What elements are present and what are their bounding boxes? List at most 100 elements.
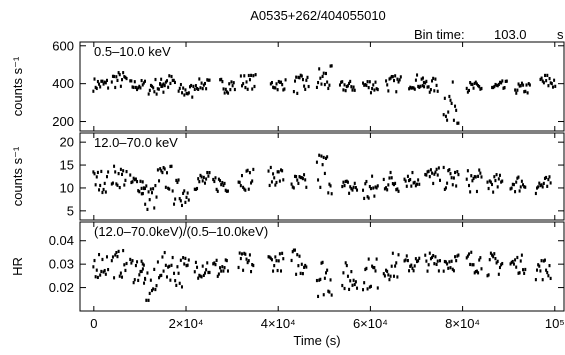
x-tick-label: 10⁵ [545, 316, 565, 331]
data-point [237, 265, 240, 270]
data-point [541, 185, 544, 189]
data-point [376, 184, 379, 188]
data-point [203, 81, 206, 86]
data-point [480, 86, 483, 91]
data-point [436, 259, 439, 263]
data-point [291, 250, 294, 254]
data-point [542, 181, 545, 186]
data-point [325, 156, 328, 160]
data-point [500, 263, 503, 267]
data-point [268, 255, 271, 259]
data-point [527, 82, 530, 86]
data-point [160, 77, 163, 81]
data-point [129, 173, 132, 177]
data-point [495, 261, 498, 265]
data-point [424, 172, 427, 177]
data-point [305, 78, 308, 82]
data-point [153, 206, 156, 210]
data-point [243, 187, 246, 191]
data-point [395, 90, 398, 94]
data-point [205, 268, 208, 272]
data-point [321, 74, 324, 79]
data-point [382, 272, 385, 276]
data-point [159, 167, 162, 171]
data-point [185, 195, 188, 199]
data-point [413, 180, 416, 184]
data-point [159, 82, 162, 86]
data-point [501, 79, 504, 83]
data-point [435, 262, 438, 267]
data-point [237, 180, 240, 184]
data-point [223, 181, 226, 186]
data-point [269, 256, 272, 260]
data-point [405, 254, 408, 258]
data-point [138, 273, 141, 277]
data-point [155, 284, 158, 288]
data-point [344, 179, 347, 184]
data-point [117, 249, 120, 254]
data-point [296, 253, 299, 257]
data-point [246, 168, 249, 172]
data-group [424, 251, 442, 273]
data-point [456, 121, 459, 125]
bin-time-unit: s [557, 27, 564, 42]
data-group [177, 82, 195, 99]
data-point [493, 252, 496, 256]
data-point [276, 268, 279, 273]
data-point [167, 186, 170, 190]
data-point [180, 203, 183, 208]
data-point [141, 191, 144, 196]
data-point [432, 254, 435, 258]
data-point [147, 190, 150, 194]
data-point [362, 288, 365, 292]
data-point [320, 82, 323, 86]
data-point [429, 168, 432, 172]
data-point [297, 181, 300, 185]
data-point [291, 185, 294, 189]
bin-time-value: 103.0 [494, 27, 527, 42]
data-point [472, 86, 475, 90]
data-point [524, 267, 527, 272]
data-point [206, 261, 209, 265]
data-point [244, 252, 247, 256]
data-point [125, 76, 128, 81]
data-point [139, 86, 142, 90]
data-point [178, 281, 181, 285]
data-point [156, 168, 159, 172]
data-point [371, 174, 374, 178]
y-axis-label: HR [10, 257, 25, 276]
data-point [164, 80, 167, 84]
data-point [375, 87, 378, 91]
data-point [432, 181, 435, 186]
data-point [115, 75, 118, 79]
data-point [170, 74, 173, 79]
data-point [161, 170, 164, 175]
data-point [202, 175, 205, 180]
data-point [319, 76, 322, 80]
data-point [346, 180, 349, 184]
data-point [146, 271, 149, 275]
data-point [457, 172, 460, 177]
data-point [104, 81, 107, 85]
data-point [526, 91, 529, 95]
data-point [393, 78, 396, 83]
data-point [165, 171, 168, 175]
data-point [338, 83, 341, 87]
data-point [173, 80, 176, 85]
data-point [174, 197, 177, 201]
data-group [341, 179, 359, 195]
data-group [315, 153, 333, 196]
data-point [129, 79, 132, 83]
data-point [292, 89, 295, 94]
data-point [197, 276, 200, 280]
data-point [511, 182, 514, 186]
data-point [390, 176, 393, 180]
data-point [388, 278, 391, 282]
data-point [452, 176, 455, 180]
data-point [497, 272, 500, 276]
data-group [193, 77, 211, 92]
data-point [320, 261, 323, 265]
data-point [411, 170, 414, 175]
data-point [102, 82, 105, 86]
